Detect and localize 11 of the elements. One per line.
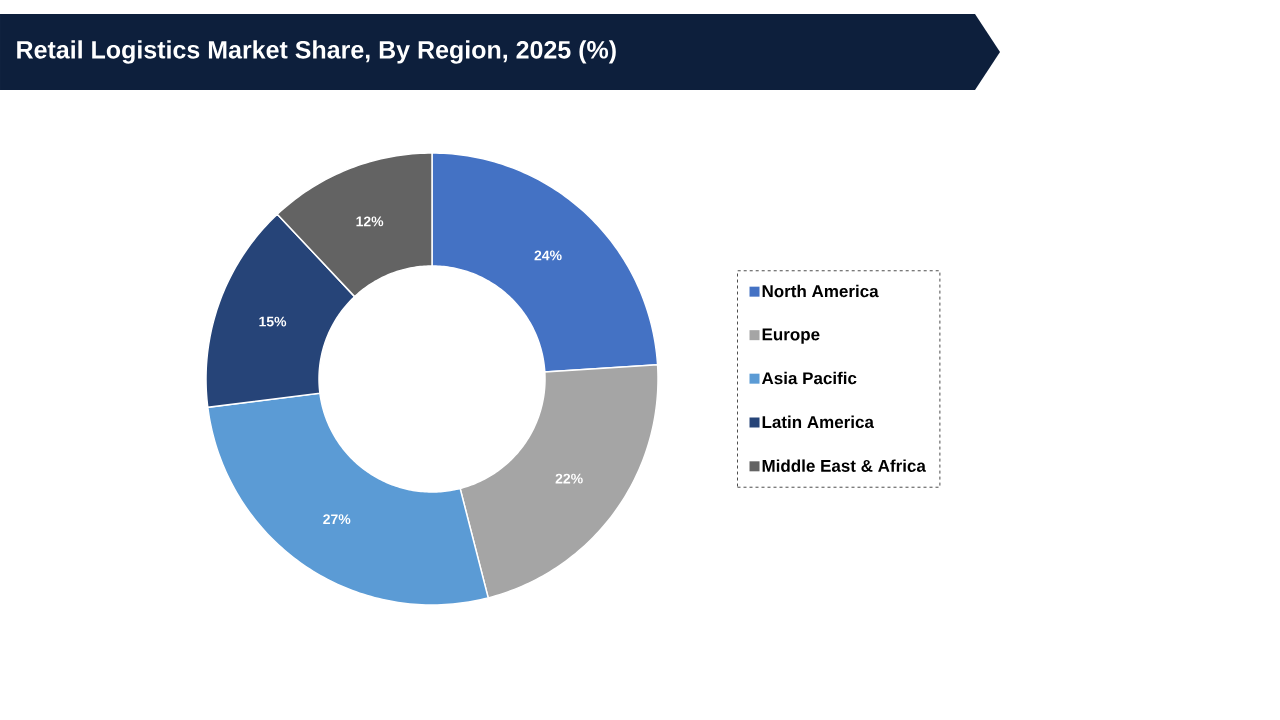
chart-title: Retail Logistics Market Share, By Region, 2025 (%) [17, 40, 616, 64]
legend-label: Europe [762, 328, 820, 344]
legend-label: Asia Pacific [761, 371, 857, 385]
legend-label: North America [762, 284, 879, 298]
data-label: 24% [534, 250, 562, 261]
legend-label: Middle East & Africa [762, 459, 926, 472]
data-label: 27% [323, 514, 351, 525]
data-label: 12% [356, 216, 384, 227]
data-label: 22% [555, 473, 583, 484]
legend-label: Latin America [762, 415, 875, 429]
data-label: 15% [259, 316, 287, 327]
